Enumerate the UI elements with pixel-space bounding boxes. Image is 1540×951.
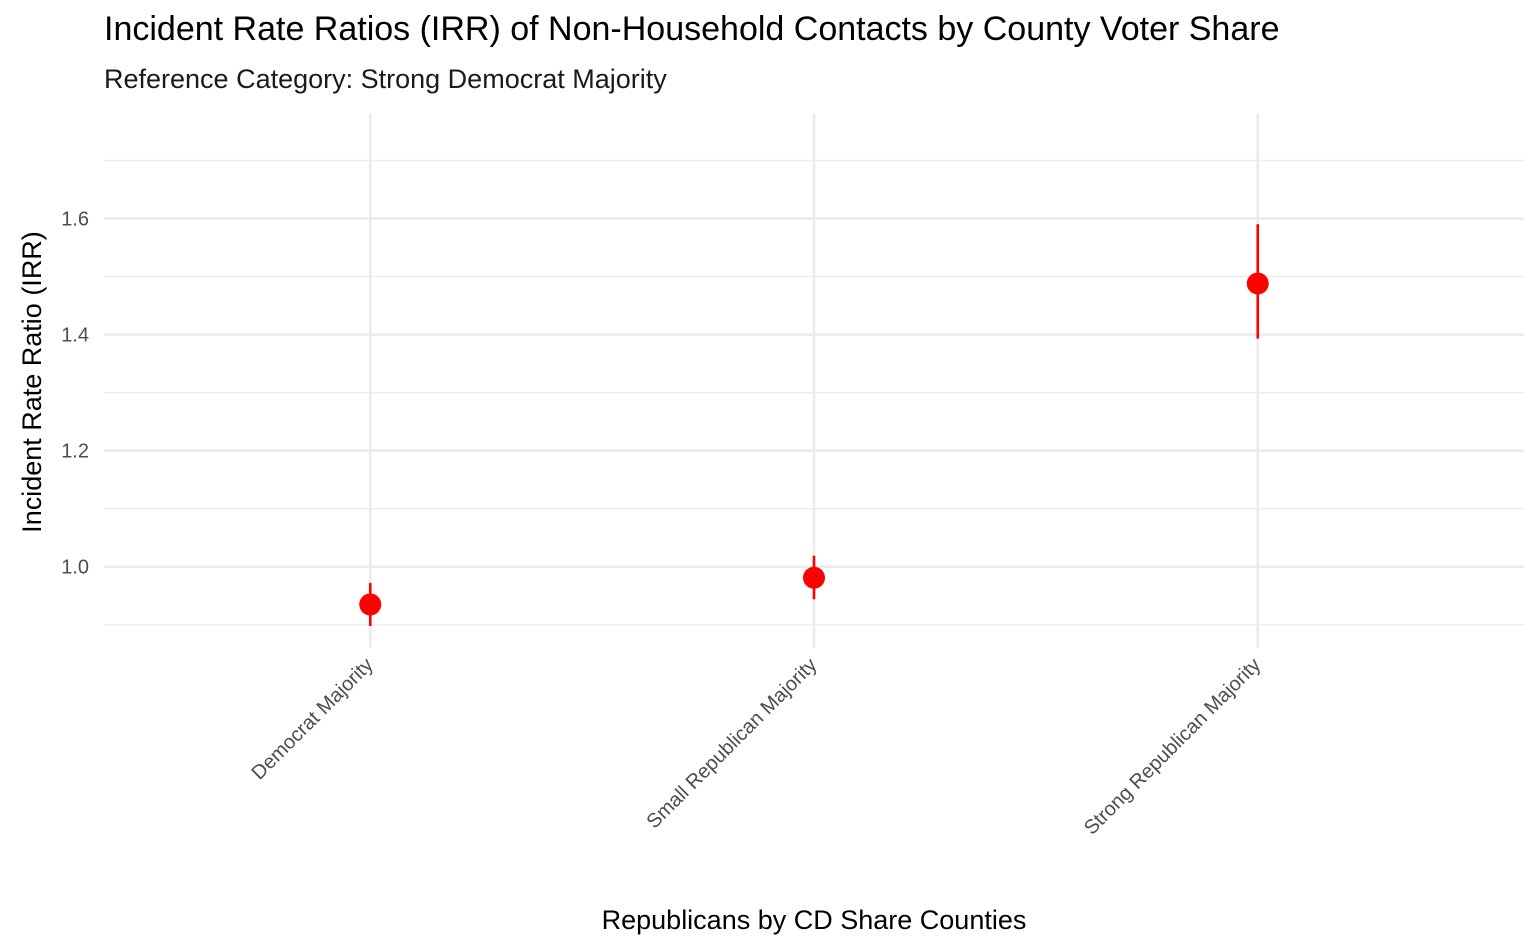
y-tick-label: 1.2 (61, 441, 89, 463)
y-tick-label: 1.4 (61, 325, 89, 347)
data-point (1246, 272, 1269, 295)
x-axis-title: Republicans by CD Share Counties (602, 905, 1027, 935)
data-point (359, 593, 382, 616)
y-tick-labels: 1.0 1.2 1.4 1.6 (61, 208, 89, 578)
chart-title: Incident Rate Ratios (IRR) of Non-Househ… (104, 10, 1280, 48)
x-tick-label: Strong Republican Majority (1080, 654, 1265, 839)
x-tick-label: Democrat Majority (247, 654, 377, 784)
y-tick-label: 1.0 (61, 557, 89, 579)
data-points (359, 272, 1269, 616)
y-tick-label: 1.6 (61, 208, 89, 230)
data-point (803, 566, 825, 589)
y-axis-title: Incident Rate Ratio (IRR) (17, 231, 47, 533)
x-tick-labels: Democrat Majority Small Republican Majori… (247, 654, 1265, 839)
x-tick-label: Small Republican Majority (642, 654, 821, 833)
chart-subtitle: Reference Category: Strong Democrat Majo… (104, 64, 667, 94)
